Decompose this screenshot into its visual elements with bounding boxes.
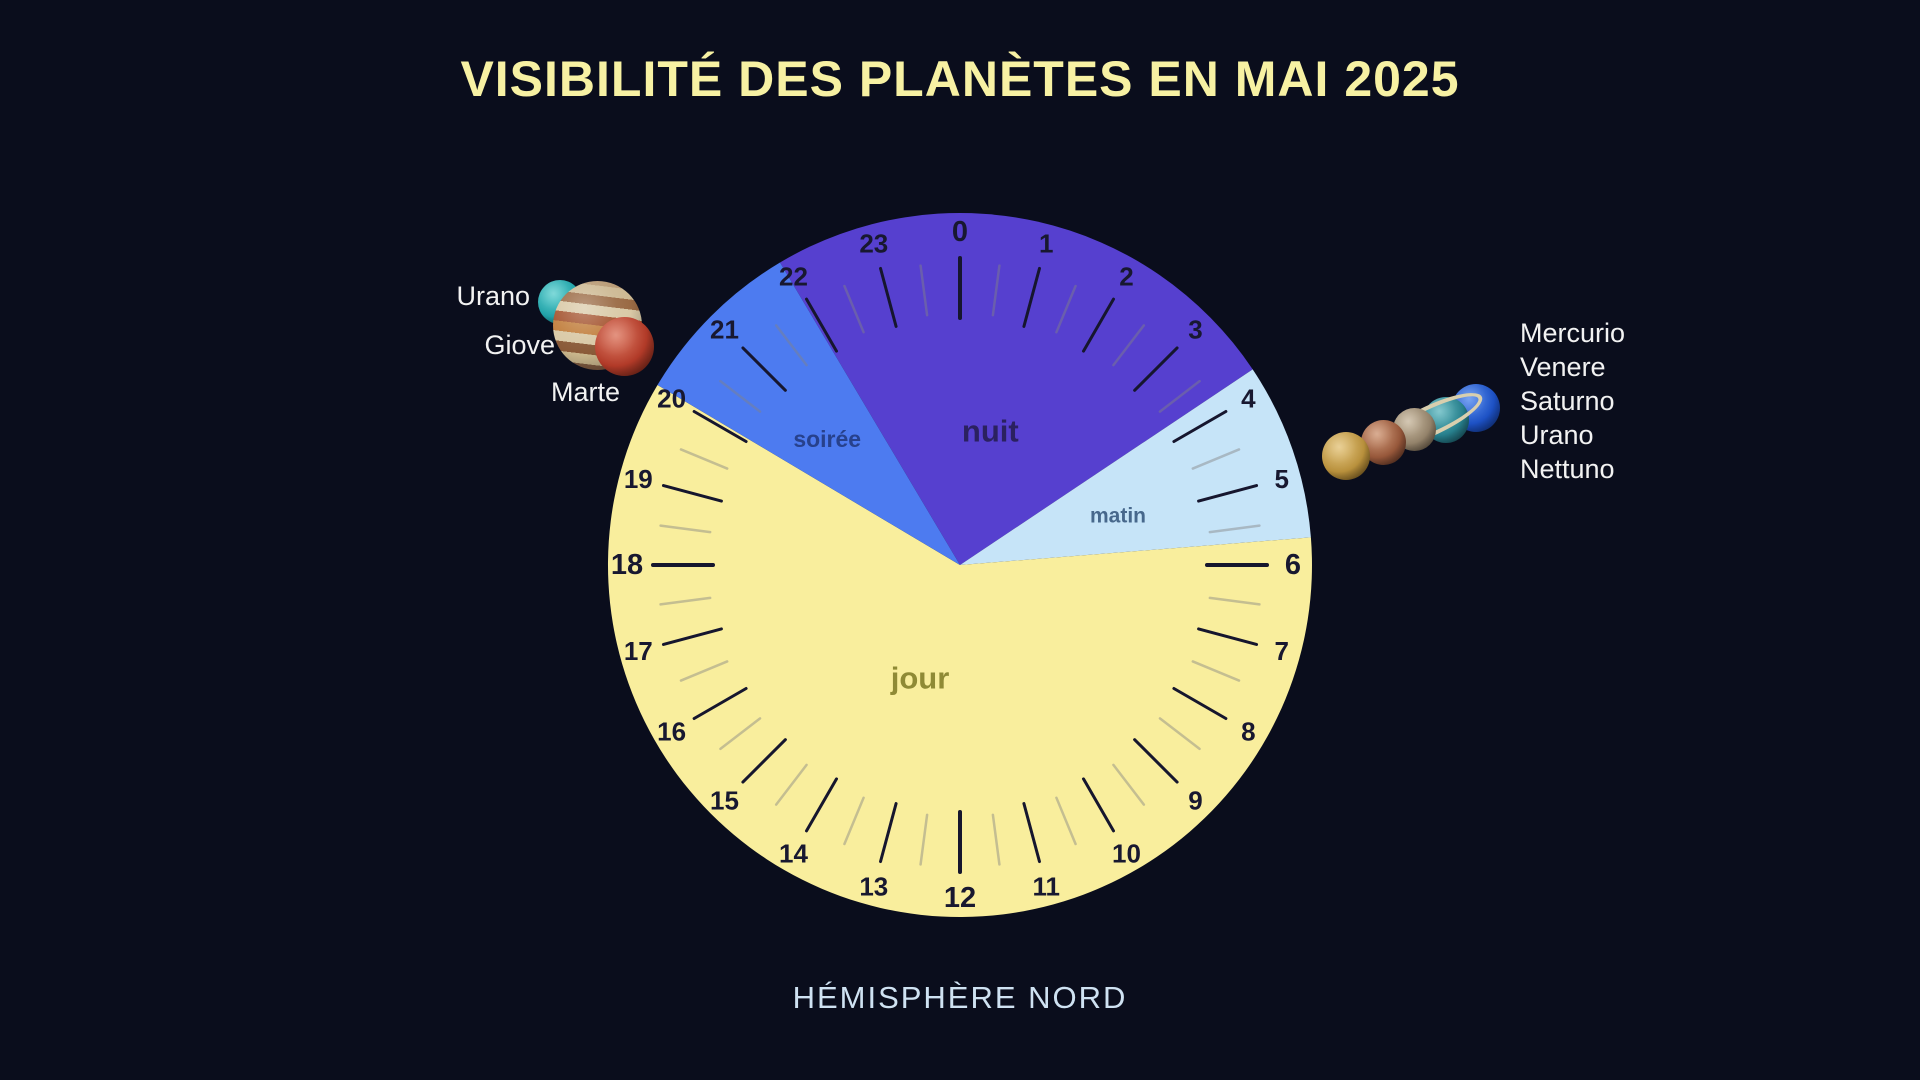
hour-tick-4	[1172, 410, 1228, 443]
hour-tick-19	[661, 484, 723, 503]
half-hour-tick	[679, 448, 729, 470]
half-hour-tick	[659, 596, 712, 606]
hour-tick-7	[1197, 627, 1259, 646]
hour-tick-1	[1022, 266, 1041, 328]
hour-tick-11	[1022, 802, 1041, 864]
hour-label-17: 17	[624, 636, 653, 666]
hemisphere-caption: HÉMISPHÈRE NORD	[792, 980, 1128, 1015]
hour-tick-13	[879, 802, 898, 864]
hour-label-22: 22	[779, 262, 808, 292]
half-hour-tick	[843, 284, 865, 334]
hour-label-12: 12	[944, 882, 976, 914]
hour-label-11: 11	[1032, 872, 1060, 902]
segment-label-soirée: soirée	[793, 426, 861, 452]
hour-label-2: 2	[1119, 262, 1133, 292]
planet-label-marte: Marte	[550, 377, 620, 407]
segment-nuit	[780, 212, 1253, 565]
hour-tick-9	[1133, 738, 1179, 784]
hour-label-14: 14	[779, 838, 808, 868]
hour-tick-10	[1082, 777, 1115, 833]
half-hour-tick	[719, 379, 762, 413]
hour-label-3: 3	[1188, 315, 1202, 345]
planet-label-venere: Venere	[1520, 352, 1606, 382]
hour-tick-8	[1172, 687, 1228, 720]
hour-tick-5	[1197, 484, 1259, 503]
morning-planets-label-list: Mercurio Venere Saturno Urano Nettuno	[1520, 316, 1625, 486]
half-hour-tick	[919, 264, 929, 317]
planet-label-urano-evening: Urano	[456, 281, 530, 311]
planet-label-giove: Giove	[484, 330, 555, 360]
page-title: VISIBILITÉ DES PLANÈTES EN MAI 2025	[460, 51, 1460, 107]
half-hour-tick	[1191, 448, 1241, 470]
hour-label-6: 6	[1285, 549, 1301, 581]
half-hour-tick	[1191, 660, 1241, 682]
planet-label-mercurio: Mercurio	[1520, 318, 1626, 348]
hour-label-21: 21	[710, 315, 739, 345]
hour-tick-21	[741, 346, 787, 392]
half-hour-tick	[1112, 324, 1146, 367]
half-hour-tick	[774, 763, 808, 806]
hour-label-4: 4	[1241, 384, 1256, 414]
half-hour-tick	[1208, 524, 1261, 534]
marte-icon	[595, 317, 654, 376]
hour-tick-14	[805, 777, 838, 833]
half-hour-tick	[919, 813, 929, 866]
hour-tick-22	[805, 297, 838, 353]
half-hour-tick	[774, 324, 808, 367]
hour-label-9: 9	[1188, 786, 1202, 816]
hour-label-15: 15	[710, 786, 739, 816]
segment-label-matin: matin	[1090, 504, 1146, 527]
hour-label-5: 5	[1274, 464, 1288, 494]
hour-label-7: 7	[1274, 636, 1288, 666]
segment-label-nuit: nuit	[962, 414, 1019, 449]
hour-tick-2	[1082, 297, 1115, 353]
half-hour-tick	[1158, 379, 1201, 413]
segment-matin	[960, 369, 1311, 565]
segment-jour	[607, 385, 1312, 918]
half-hour-tick	[659, 524, 712, 534]
half-hour-tick	[843, 796, 865, 846]
venere-icon	[1322, 432, 1370, 480]
hour-tick-23	[879, 266, 898, 328]
hour-label-13: 13	[859, 872, 888, 902]
hour-label-20: 20	[657, 384, 686, 414]
half-hour-tick	[1208, 596, 1261, 606]
hour-tick-15	[741, 738, 787, 784]
planet-label-saturno: Saturno	[1520, 386, 1615, 416]
half-hour-tick	[1055, 284, 1077, 334]
hour-label-16: 16	[657, 717, 686, 747]
hour-label-19: 19	[624, 464, 653, 494]
half-hour-tick	[679, 660, 729, 682]
hour-tick-17	[661, 627, 723, 646]
half-hour-tick	[991, 813, 1001, 866]
planet-label-nettuno: Nettuno	[1520, 454, 1615, 484]
half-hour-tick	[991, 264, 1001, 317]
hour-label-0: 0	[952, 216, 968, 248]
hour-label-23: 23	[859, 228, 888, 258]
hour-label-8: 8	[1241, 717, 1255, 747]
half-hour-tick	[1112, 763, 1146, 806]
hour-label-18: 18	[611, 549, 643, 581]
hour-tick-3	[1133, 346, 1179, 392]
hour-tick-20	[692, 410, 748, 443]
segment-soirée	[657, 262, 960, 565]
hour-label-10: 10	[1112, 838, 1141, 868]
hour-label-1: 1	[1039, 228, 1053, 258]
planet-label-urano-morning: Urano	[1520, 420, 1594, 450]
half-hour-tick	[1055, 796, 1077, 846]
half-hour-tick	[1158, 717, 1201, 751]
hour-tick-16	[692, 687, 748, 720]
segment-label-jour: jour	[890, 660, 950, 695]
half-hour-tick	[719, 717, 762, 751]
